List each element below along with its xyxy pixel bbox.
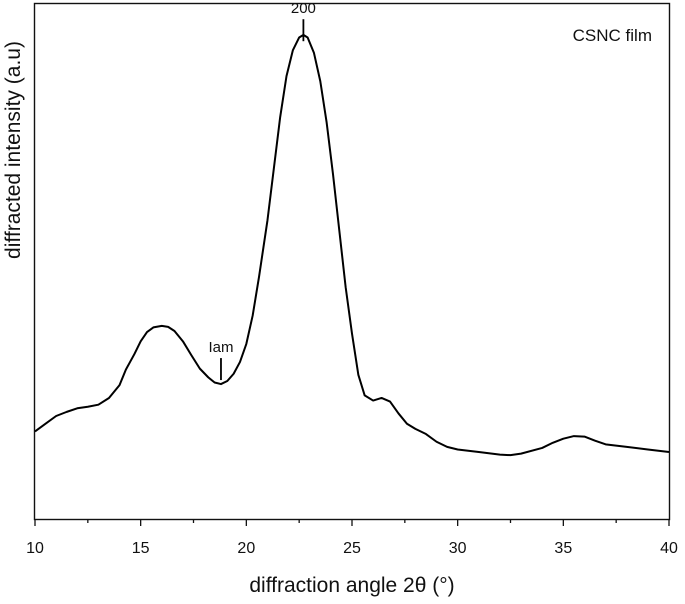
x-tick-label-25: 25 bbox=[343, 540, 361, 557]
x-tick-label-30: 30 bbox=[449, 540, 467, 557]
x-tick-label-10: 10 bbox=[26, 540, 44, 557]
annotation-label-200: 200 bbox=[291, 0, 316, 17]
x-tick-label-20: 20 bbox=[237, 540, 255, 557]
annotation-label-Iam: Iam bbox=[208, 339, 233, 356]
series-line-csnc-film bbox=[34, 33, 670, 457]
plot-frame bbox=[33, 2, 671, 521]
legend-label: CSNC film bbox=[573, 26, 652, 45]
x-tick-label-35: 35 bbox=[554, 540, 572, 557]
y-axis-title: diffracted intensity (a.u) bbox=[2, 41, 25, 259]
x-tick-labels: 10 15 20 25 30 35 40 bbox=[26, 540, 678, 557]
peak-annotations: 200 Iam bbox=[208, 0, 316, 381]
x-tick-label-15: 15 bbox=[132, 540, 150, 557]
x-tick-label-40: 40 bbox=[660, 540, 678, 557]
x-axis-title: diffraction angle 2θ (°) bbox=[249, 574, 454, 597]
x-ticks bbox=[34, 519, 670, 526]
